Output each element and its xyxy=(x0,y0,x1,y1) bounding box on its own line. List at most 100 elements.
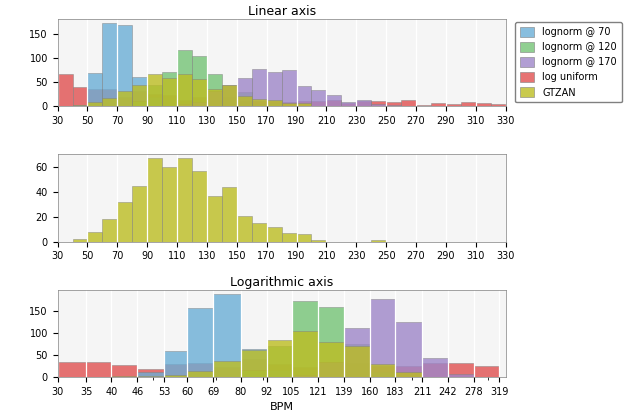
Bar xyxy=(344,328,371,377)
Bar xyxy=(237,216,252,242)
Bar xyxy=(132,101,147,106)
Bar xyxy=(371,366,396,377)
Bar xyxy=(162,72,177,106)
Bar xyxy=(396,372,422,377)
Bar xyxy=(282,233,296,242)
Bar xyxy=(241,349,267,377)
X-axis label: BPM: BPM xyxy=(269,402,294,412)
Bar xyxy=(447,375,474,377)
Bar xyxy=(213,294,241,377)
Bar xyxy=(132,186,147,242)
Bar xyxy=(282,102,296,106)
Bar xyxy=(296,85,312,106)
Bar xyxy=(292,331,318,377)
Bar xyxy=(422,363,447,377)
Bar xyxy=(164,351,187,377)
Bar xyxy=(371,101,386,106)
Bar xyxy=(117,202,132,242)
Bar xyxy=(446,104,461,106)
Bar xyxy=(132,77,147,106)
Bar xyxy=(147,158,162,242)
Bar xyxy=(237,96,252,106)
Bar xyxy=(162,78,177,106)
Bar xyxy=(267,101,282,106)
Bar xyxy=(237,92,252,106)
Bar xyxy=(267,72,282,106)
Bar xyxy=(476,103,491,106)
Bar xyxy=(207,88,222,106)
Bar xyxy=(326,101,341,106)
Bar xyxy=(138,369,164,377)
Bar xyxy=(187,308,213,377)
Bar xyxy=(282,70,296,106)
Bar xyxy=(267,101,282,106)
Bar xyxy=(341,103,356,106)
Bar xyxy=(222,97,237,106)
Bar xyxy=(102,90,117,106)
Bar xyxy=(267,103,282,106)
Bar xyxy=(318,307,344,377)
Bar xyxy=(396,322,422,377)
Bar xyxy=(371,241,386,242)
Bar xyxy=(187,371,213,377)
Bar xyxy=(177,158,192,242)
Bar xyxy=(138,372,164,377)
Bar xyxy=(431,103,446,106)
Bar xyxy=(296,234,312,242)
Bar xyxy=(252,101,267,106)
Bar xyxy=(207,196,222,242)
Bar xyxy=(72,105,88,106)
Bar xyxy=(102,219,117,242)
Bar xyxy=(117,97,132,106)
Bar xyxy=(341,102,356,106)
Bar xyxy=(386,105,401,106)
Bar xyxy=(241,370,267,377)
Bar xyxy=(237,78,252,106)
Bar xyxy=(252,70,267,106)
Bar xyxy=(117,25,132,106)
Bar xyxy=(401,101,416,106)
Bar xyxy=(192,102,207,106)
Bar xyxy=(267,227,282,242)
Bar xyxy=(58,362,86,377)
Bar xyxy=(267,346,292,377)
Bar xyxy=(312,90,326,106)
Bar xyxy=(88,232,102,242)
Bar xyxy=(177,50,192,106)
Bar xyxy=(117,91,132,106)
Title: Linear axis: Linear axis xyxy=(248,5,316,18)
Bar xyxy=(344,346,371,377)
Bar xyxy=(147,94,162,106)
Bar xyxy=(147,97,162,106)
Bar xyxy=(252,223,267,242)
Bar xyxy=(312,101,326,106)
Bar xyxy=(162,105,177,106)
Bar xyxy=(292,375,318,377)
Bar xyxy=(237,101,252,106)
Bar xyxy=(296,101,312,106)
Bar xyxy=(111,376,138,377)
Bar xyxy=(356,101,371,106)
Bar xyxy=(386,102,401,106)
Bar xyxy=(72,87,88,106)
Bar xyxy=(461,102,476,106)
Bar xyxy=(371,372,396,377)
Bar xyxy=(344,344,371,377)
Bar xyxy=(344,363,371,377)
Bar xyxy=(318,362,344,377)
Bar xyxy=(147,85,162,106)
Bar xyxy=(187,363,213,377)
Bar xyxy=(241,360,267,377)
Bar xyxy=(222,187,237,242)
Bar xyxy=(213,367,241,377)
Bar xyxy=(88,90,102,106)
Bar xyxy=(267,340,292,377)
Bar xyxy=(207,74,222,106)
Bar xyxy=(222,86,237,106)
Bar xyxy=(296,103,312,106)
Bar xyxy=(222,85,237,106)
Bar xyxy=(192,56,207,106)
Bar xyxy=(241,350,267,377)
Bar xyxy=(267,364,292,377)
Bar xyxy=(86,362,111,377)
